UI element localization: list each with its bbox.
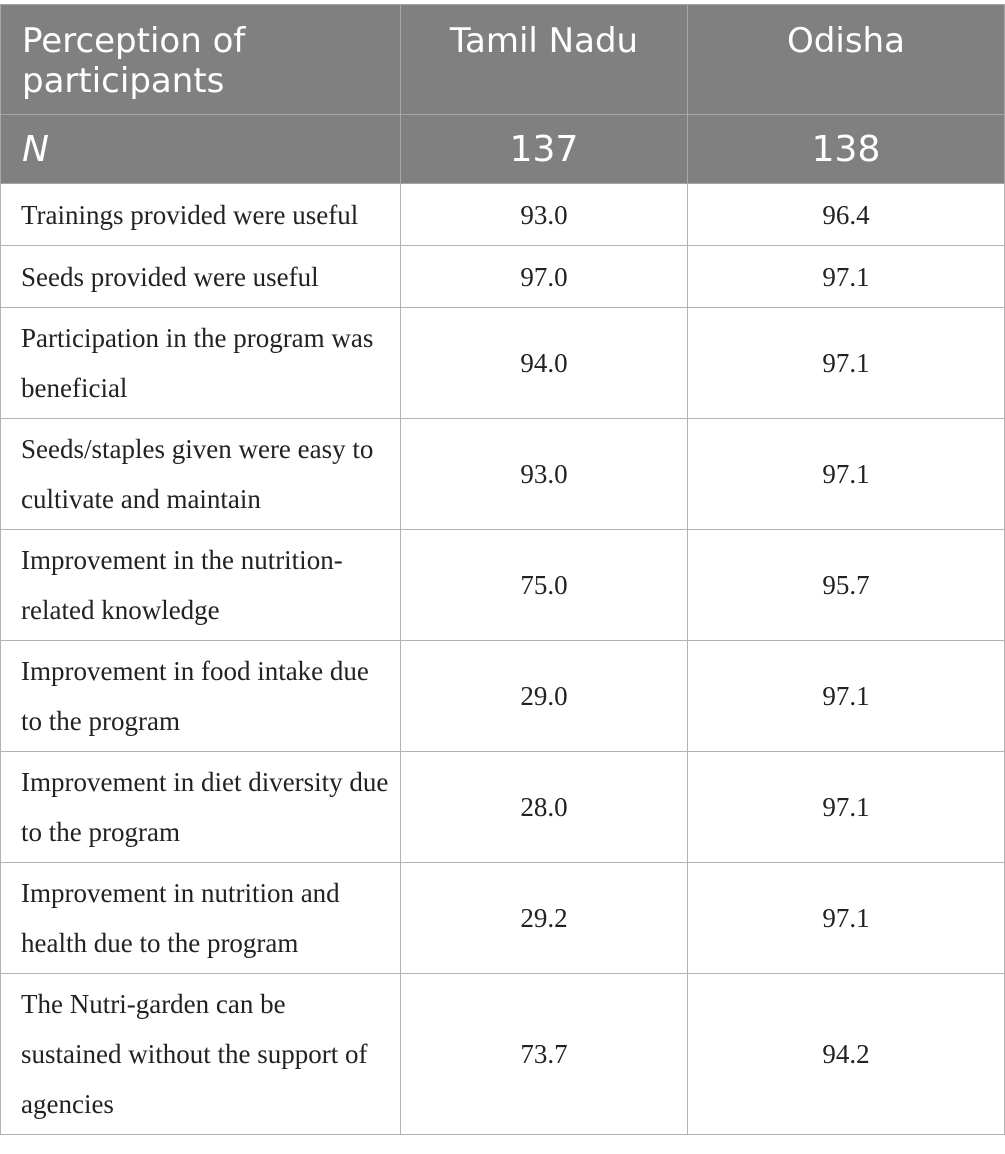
sample-size-row: N 137 138 bbox=[0, 114, 1005, 184]
row-label: Improvement in diet diversity due to the… bbox=[0, 751, 401, 863]
odisha-value: 97.1 bbox=[687, 751, 1005, 863]
row-label: Improvement in nutrition and health due … bbox=[0, 862, 401, 974]
odisha-value: 96.4 bbox=[687, 183, 1005, 246]
table-row: Trainings provided were useful 93.0 96.4 bbox=[0, 183, 1005, 246]
tamil-nadu-value: 73.7 bbox=[400, 973, 688, 1135]
tamil-nadu-value: 29.0 bbox=[400, 640, 688, 752]
sample-size-label: N bbox=[0, 114, 401, 184]
row-label: Trainings provided were useful bbox=[0, 183, 401, 246]
row-label: Seeds provided were useful bbox=[0, 245, 401, 308]
tamil-nadu-value: 93.0 bbox=[400, 183, 688, 246]
odisha-value: 97.1 bbox=[687, 418, 1005, 530]
table-row: Improvement in nutrition and health due … bbox=[0, 862, 1005, 974]
sample-size-odisha: 138 bbox=[687, 114, 1005, 184]
table-row: The Nutri-garden can be sustained withou… bbox=[0, 973, 1005, 1135]
perception-table: Perception of participants Tamil Nadu Od… bbox=[0, 4, 1005, 1135]
tamil-nadu-value: 93.0 bbox=[400, 418, 688, 530]
table-header: Perception of participants Tamil Nadu Od… bbox=[0, 4, 1005, 184]
odisha-value: 94.2 bbox=[687, 973, 1005, 1135]
header-row: Perception of participants Tamil Nadu Od… bbox=[0, 4, 1005, 115]
table-row: Improvement in food intake due to the pr… bbox=[0, 640, 1005, 752]
table-row: Participation in the program was benefic… bbox=[0, 307, 1005, 419]
sample-size-tamil-nadu: 137 bbox=[400, 114, 688, 184]
row-label: Participation in the program was benefic… bbox=[0, 307, 401, 419]
tamil-nadu-value: 29.2 bbox=[400, 862, 688, 974]
table-row: Improvement in the nutrition-related kno… bbox=[0, 529, 1005, 641]
tamil-nadu-value: 94.0 bbox=[400, 307, 688, 419]
tamil-nadu-value: 28.0 bbox=[400, 751, 688, 863]
header-tamil-nadu: Tamil Nadu bbox=[400, 4, 688, 115]
table-row: Improvement in diet diversity due to the… bbox=[0, 751, 1005, 863]
row-label: Improvement in the nutrition-related kno… bbox=[0, 529, 401, 641]
odisha-value: 97.1 bbox=[687, 640, 1005, 752]
odisha-value: 97.1 bbox=[687, 245, 1005, 308]
odisha-value: 97.1 bbox=[687, 862, 1005, 974]
tamil-nadu-value: 75.0 bbox=[400, 529, 688, 641]
table-body: Trainings provided were useful 93.0 96.4… bbox=[0, 183, 1005, 1135]
table-row: Seeds provided were useful 97.0 97.1 bbox=[0, 245, 1005, 308]
row-label: Improvement in food intake due to the pr… bbox=[0, 640, 401, 752]
row-label: The Nutri-garden can be sustained withou… bbox=[0, 973, 401, 1135]
row-label: Seeds/staples given were easy to cultiva… bbox=[0, 418, 401, 530]
table-row: Seeds/staples given were easy to cultiva… bbox=[0, 418, 1005, 530]
odisha-value: 95.7 bbox=[687, 529, 1005, 641]
odisha-value: 97.1 bbox=[687, 307, 1005, 419]
tamil-nadu-value: 97.0 bbox=[400, 245, 688, 308]
header-odisha: Odisha bbox=[687, 4, 1005, 115]
header-perception: Perception of participants bbox=[0, 4, 401, 115]
